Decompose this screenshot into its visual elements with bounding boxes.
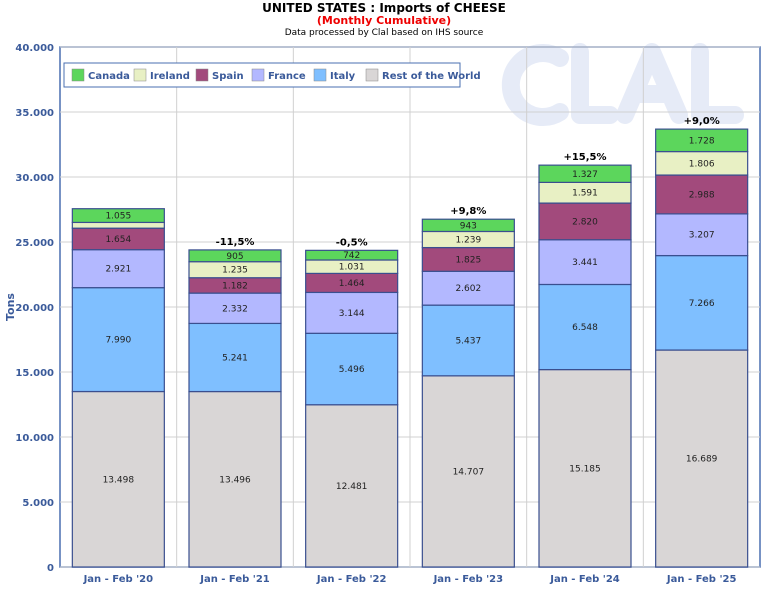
y-tick-label: 15.000 (15, 368, 54, 379)
bar-segment-italy (305, 332, 399, 406)
watermark-logo (691, 43, 744, 124)
watermark-logo (571, 43, 619, 124)
data-label: 1.825 (455, 255, 481, 265)
bar-segment-canada (71, 208, 165, 224)
data-label: 7.990 (105, 336, 131, 346)
data-label: 14.707 (453, 467, 485, 477)
change-annotation: +9,8% (450, 206, 486, 217)
data-label: 905 (226, 252, 243, 262)
bar-segment-italy (188, 322, 282, 393)
data-label: 16.689 (686, 455, 718, 465)
bar-segment-italy (655, 254, 749, 351)
bar-segment-france (538, 239, 632, 286)
data-label: 2.921 (105, 265, 131, 275)
change-annotation: -11,5% (216, 237, 255, 248)
y-tick-label: 5.000 (22, 498, 54, 509)
legend-label: France (268, 71, 306, 82)
y-tick-label: 10.000 (15, 433, 54, 444)
data-label: 2.602 (455, 284, 481, 294)
y-tick-label: 35.000 (15, 108, 54, 119)
data-label: 1.464 (339, 279, 365, 289)
bar-segment-ireland (71, 221, 165, 229)
x-tick-label: Jan - Feb '25 (666, 574, 737, 585)
bar-segment-rest-of-the-world (538, 368, 632, 568)
data-label: 2.332 (222, 304, 248, 314)
data-label: 1.654 (105, 235, 131, 245)
bar-segment-rest-of-the-world (655, 349, 749, 568)
data-label: 15.185 (569, 464, 601, 474)
y-axis-label: Tons (4, 293, 17, 321)
chart-subtitle: (Monthly Cumulative) (316, 14, 452, 27)
legend-swatch-france (251, 68, 265, 82)
bar-segment-canada (188, 249, 282, 263)
data-label: 13.498 (103, 475, 135, 485)
legend-label: Ireland (150, 71, 190, 82)
legend-label: Rest of the World (382, 71, 481, 82)
data-label: 1.031 (339, 263, 365, 273)
x-tick-label: Jan - Feb '24 (549, 574, 620, 585)
bar-segment-rest-of-the-world (421, 375, 515, 568)
data-label: 2.820 (572, 217, 598, 227)
bar-segment-italy (71, 287, 165, 393)
change-annotation: +15,5% (563, 152, 606, 163)
data-label: 5.437 (455, 336, 481, 346)
y-tick-label: 0 (47, 563, 54, 574)
data-label: 1.239 (455, 236, 481, 246)
bar-segment-canada (538, 164, 632, 183)
legend-swatch-rest-of-the-world (365, 68, 379, 82)
data-label: 3.441 (572, 258, 598, 268)
data-label: 1.806 (689, 159, 715, 169)
legend-swatch-spain (195, 68, 209, 82)
data-label: 12.481 (336, 482, 368, 492)
x-tick-label: Jan - Feb '23 (433, 574, 504, 585)
bar-segment-france (655, 213, 749, 257)
data-label: 1.591 (572, 189, 598, 199)
data-label: 1.728 (689, 136, 715, 146)
y-tick-label: 40.000 (15, 43, 54, 54)
legend-label: Italy (330, 71, 356, 82)
data-label: 1.182 (222, 281, 248, 291)
data-label: 742 (343, 251, 360, 261)
legend-label: Canada (88, 71, 130, 82)
legend-swatch-ireland (133, 68, 147, 82)
bar-segment-canada (421, 218, 515, 233)
data-label: 13.496 (219, 475, 251, 485)
watermark-logo (501, 44, 569, 126)
change-annotation: +9,0% (684, 116, 720, 127)
legend-swatch-canada (71, 68, 85, 82)
x-tick-label: Jan - Feb '21 (199, 574, 270, 585)
data-label: 1.055 (105, 212, 131, 222)
bar-segment-rest-of-the-world (305, 404, 399, 568)
watermark-logo (616, 43, 688, 124)
y-tick-label: 25.000 (15, 238, 54, 249)
data-label: 6.548 (572, 323, 598, 333)
bar-segment-france (71, 249, 165, 289)
data-label: 1.327 (572, 170, 598, 180)
bar-segment-canada (655, 128, 749, 153)
data-label: 943 (460, 221, 477, 231)
data-label: 3.207 (689, 231, 715, 241)
data-label: 5.241 (222, 353, 248, 363)
bar-segment-canada (305, 249, 399, 261)
bar-segment-spain (655, 174, 749, 215)
y-tick-label: 30.000 (15, 173, 54, 184)
data-label: 2.988 (689, 190, 715, 200)
x-tick-label: Jan - Feb '22 (316, 574, 387, 585)
data-label: 1.235 (222, 266, 248, 276)
change-annotation: -0,5% (336, 237, 368, 248)
legend-swatch-italy (313, 68, 327, 82)
chart-title: UNITED STATES : Imports of CHEESE (262, 1, 506, 15)
x-tick-label: Jan - Feb '20 (83, 574, 154, 585)
data-label: 5.496 (339, 365, 365, 375)
chart-source: Data processed by Clal based on IHS sour… (284, 28, 484, 38)
data-label: 7.266 (689, 299, 715, 309)
y-tick-label: 20.000 (15, 303, 54, 314)
data-label: 3.144 (339, 309, 365, 319)
legend-label: Spain (212, 71, 244, 82)
bar-segment-rest-of-the-world (188, 390, 282, 568)
bar-segment-spain (538, 202, 632, 241)
